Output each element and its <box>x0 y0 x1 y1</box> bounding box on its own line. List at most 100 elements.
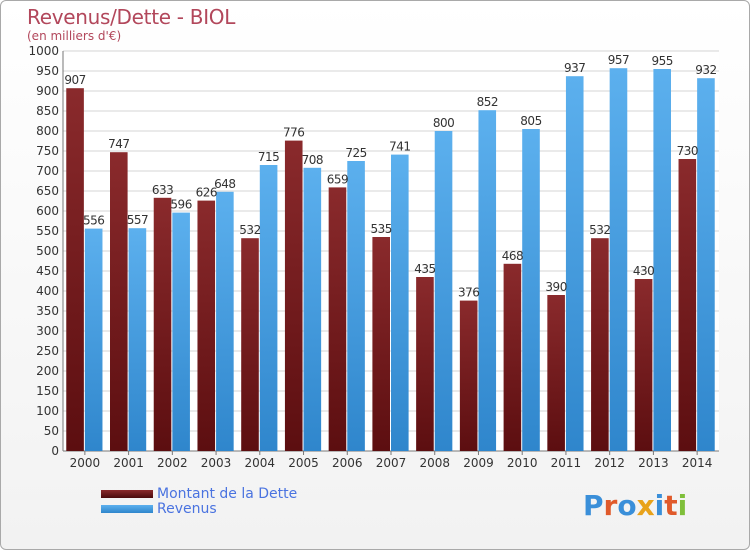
bar-revenue <box>434 131 453 451</box>
legend-item-debt: Montant de la Dette <box>101 486 401 502</box>
legend: Montant de la Dette Revenus <box>101 486 401 517</box>
data-label-debt: 626 <box>196 186 217 200</box>
data-label-revenue: 800 <box>433 116 454 130</box>
x-tick-label: 2011 <box>551 456 582 470</box>
y-tick-label: 500 <box>36 244 59 258</box>
logo-letter: i <box>654 489 665 522</box>
x-tick-label: 2003 <box>201 456 232 470</box>
data-label-debt: 435 <box>414 262 435 276</box>
y-tick-label: 150 <box>36 384 59 398</box>
logo-letter: P <box>583 489 604 522</box>
data-label-revenue: 805 <box>520 114 541 128</box>
data-label-debt: 430 <box>633 264 654 278</box>
y-tick-label: 700 <box>36 164 59 178</box>
legend-item-revenue: Revenus <box>101 501 401 517</box>
y-tick-label: 800 <box>36 124 59 138</box>
legend-swatch-debt <box>101 490 153 498</box>
data-label-debt: 659 <box>327 172 348 186</box>
x-tick-label: 2014 <box>682 456 713 470</box>
y-tick-label: 650 <box>36 184 59 198</box>
y-tick-label: 600 <box>36 204 59 218</box>
chart-subtitle: (en milliers d'€) <box>27 29 122 43</box>
bar-revenue <box>259 165 278 451</box>
logo-letter: i <box>677 489 688 522</box>
x-tick-label: 2005 <box>288 456 319 470</box>
data-label-debt: 747 <box>108 137 129 151</box>
bar-revenue <box>565 76 584 451</box>
data-label-revenue: 557 <box>127 213 148 227</box>
x-tick-label: 2013 <box>638 456 669 470</box>
bar-debt <box>459 300 478 451</box>
bar-debt <box>591 238 609 451</box>
logo-letter: o <box>617 489 637 522</box>
logo-letter: r <box>603 489 618 522</box>
data-label-revenue: 596 <box>170 198 191 212</box>
bar-revenue <box>697 78 715 451</box>
bar-revenue <box>128 228 147 451</box>
y-tick-label: 950 <box>36 64 59 78</box>
x-tick-label: 2010 <box>507 456 538 470</box>
data-label-revenue: 556 <box>83 214 104 228</box>
y-tick-label: 1000 <box>28 44 59 58</box>
logo-letter: x <box>636 489 655 522</box>
bar-debt <box>678 159 697 451</box>
data-label-revenue: 932 <box>695 63 716 77</box>
bar-revenue <box>216 191 234 452</box>
data-label-debt: 730 <box>677 144 698 158</box>
y-tick-label: 350 <box>36 304 59 318</box>
data-label-revenue: 957 <box>608 53 629 67</box>
bar-debt <box>66 88 84 451</box>
data-label-revenue: 852 <box>477 95 498 109</box>
chart-title: Revenus/Dette - BIOL <box>27 5 236 29</box>
bar-debt <box>241 238 259 451</box>
bar-debt <box>503 263 522 451</box>
bar-debt <box>328 187 347 451</box>
bar-debt <box>547 295 565 451</box>
bar-debt <box>634 279 653 451</box>
y-tick-label: 450 <box>36 264 59 278</box>
bar-revenue <box>522 129 540 451</box>
bar-debt <box>110 152 128 451</box>
data-label-debt: 532 <box>239 223 260 237</box>
bar-revenue <box>347 161 365 451</box>
bar-revenue <box>303 167 322 452</box>
data-label-revenue: 715 <box>258 150 279 164</box>
logo-letter: t <box>664 489 678 522</box>
data-label-revenue: 955 <box>651 54 672 68</box>
legend-label-revenue: Revenus <box>157 501 217 517</box>
x-tick-label: 2009 <box>463 456 494 470</box>
bar-revenue <box>172 212 190 451</box>
x-tick-label: 2004 <box>245 456 276 470</box>
data-label-revenue: 937 <box>564 61 585 75</box>
y-tick-label: 750 <box>36 144 59 158</box>
bar-debt <box>372 237 390 451</box>
data-label-revenue: 725 <box>345 146 366 160</box>
x-tick-label: 2000 <box>70 456 101 470</box>
data-label-debt: 390 <box>545 280 566 294</box>
data-label-debt: 468 <box>502 249 523 263</box>
x-tick-label: 2008 <box>419 456 450 470</box>
bar-debt <box>197 200 216 451</box>
x-tick-label: 2001 <box>113 456 144 470</box>
bar-debt <box>284 140 303 451</box>
data-label-debt: 535 <box>370 222 391 236</box>
bar-revenue <box>84 228 103 451</box>
data-label-debt: 532 <box>589 223 610 237</box>
bar-revenue <box>653 69 671 451</box>
y-tick-label: 100 <box>36 404 59 418</box>
x-tick-label: 2006 <box>332 456 363 470</box>
y-tick-label: 0 <box>51 444 59 458</box>
data-label-debt: 376 <box>458 286 479 300</box>
y-tick-label: 900 <box>36 84 59 98</box>
data-label-debt: 907 <box>64 73 85 87</box>
y-tick-label: 250 <box>36 344 59 358</box>
legend-label-debt: Montant de la Dette <box>157 486 298 502</box>
data-label-revenue: 648 <box>214 177 235 191</box>
data-label-debt: 633 <box>152 183 173 197</box>
x-tick-label: 2012 <box>594 456 625 470</box>
data-label-revenue: 708 <box>302 153 323 167</box>
bar-revenue <box>391 154 409 451</box>
x-tick-label: 2007 <box>376 456 407 470</box>
